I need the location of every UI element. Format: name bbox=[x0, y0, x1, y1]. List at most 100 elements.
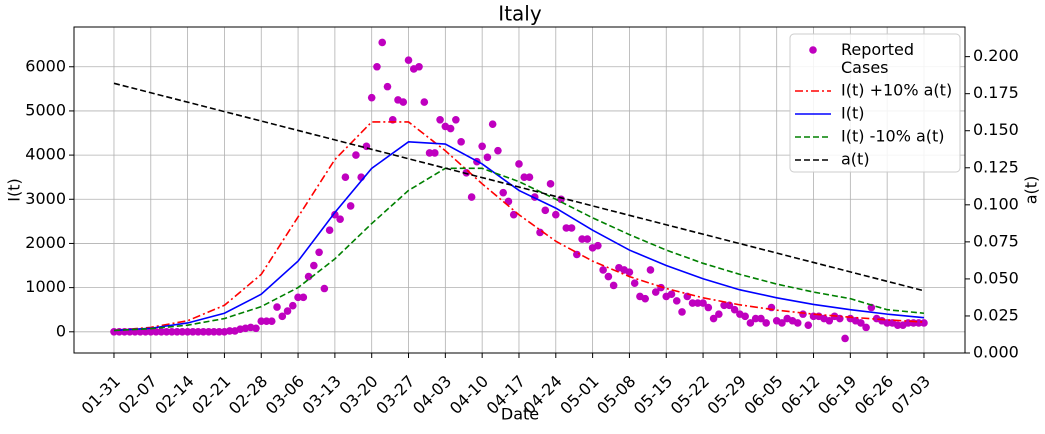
y2-tick-label: 0.175 bbox=[973, 83, 1019, 102]
data-point bbox=[562, 224, 571, 232]
data-point bbox=[625, 268, 634, 276]
data-point bbox=[157, 327, 166, 336]
data-point bbox=[604, 272, 613, 281]
data-point bbox=[383, 82, 392, 91]
legend-marker bbox=[809, 46, 817, 54]
data-point bbox=[641, 294, 650, 303]
data-point bbox=[467, 193, 476, 201]
data-point bbox=[262, 317, 271, 325]
data-point bbox=[573, 250, 581, 259]
data-point bbox=[667, 290, 676, 299]
chart-title: Italy bbox=[498, 2, 542, 26]
data-point bbox=[146, 327, 155, 336]
x-tick-label: 06-26 bbox=[851, 372, 897, 418]
y2-tick-label: 0.125 bbox=[973, 157, 1019, 176]
data-line bbox=[113, 167, 925, 332]
x-tick-label: 02-28 bbox=[225, 372, 271, 418]
x-tick-label: 03-27 bbox=[372, 372, 418, 418]
data-point bbox=[699, 299, 707, 307]
data-point bbox=[678, 308, 686, 316]
data-point bbox=[436, 115, 444, 124]
data-point bbox=[599, 266, 607, 274]
data-point bbox=[320, 284, 329, 293]
data-point bbox=[267, 317, 276, 325]
y2-tick-label: 0.000 bbox=[973, 343, 1019, 362]
x-tick-label: 06-05 bbox=[740, 372, 786, 418]
data-point bbox=[252, 324, 260, 333]
data-point bbox=[715, 310, 723, 318]
x-tick-label: 06-12 bbox=[777, 372, 823, 418]
data-point bbox=[494, 146, 502, 155]
y-tick-label: 0 bbox=[56, 321, 66, 340]
data-point bbox=[162, 327, 171, 336]
data-point bbox=[525, 173, 534, 181]
data-point bbox=[594, 241, 602, 250]
x-tick-label: 02-07 bbox=[114, 372, 160, 418]
data-point bbox=[325, 226, 334, 234]
data-point bbox=[183, 327, 192, 336]
data-line bbox=[113, 82, 925, 292]
x-tick-label: 05-22 bbox=[667, 372, 713, 418]
data-point bbox=[331, 210, 339, 219]
data-point bbox=[725, 301, 734, 310]
x-tick-label: 03-13 bbox=[299, 372, 345, 418]
x-tick-label: 07-03 bbox=[888, 372, 934, 418]
x-tick-label: 04-24 bbox=[519, 372, 565, 418]
data-point bbox=[215, 327, 223, 336]
y-axis-label: I(t) bbox=[5, 178, 24, 201]
data-point bbox=[520, 173, 529, 181]
data-point bbox=[804, 321, 813, 329]
data-point bbox=[310, 261, 318, 270]
data-point bbox=[730, 305, 739, 314]
data-point bbox=[883, 319, 891, 327]
x-tick-label: 03-20 bbox=[335, 372, 381, 418]
data-point bbox=[352, 151, 360, 159]
data-point bbox=[646, 266, 655, 274]
data-point bbox=[551, 210, 560, 219]
data-point bbox=[825, 316, 834, 325]
data-point bbox=[283, 307, 292, 315]
y2-tick-label: 0.075 bbox=[973, 231, 1019, 250]
data-point bbox=[173, 327, 181, 336]
data-point bbox=[867, 303, 876, 312]
x-tick-label: 05-15 bbox=[630, 372, 676, 418]
data-point bbox=[746, 319, 755, 327]
data-point bbox=[346, 202, 355, 210]
x-tick-label: 02-14 bbox=[151, 372, 197, 418]
data-point bbox=[152, 327, 160, 336]
data-point bbox=[688, 299, 697, 307]
data-point bbox=[893, 321, 902, 329]
data-point bbox=[341, 173, 350, 181]
data-point bbox=[304, 272, 313, 281]
data-point bbox=[741, 312, 749, 321]
y2-tick-label: 0.150 bbox=[973, 120, 1019, 139]
data-point bbox=[541, 206, 550, 215]
data-point bbox=[367, 93, 376, 102]
data-point bbox=[762, 319, 770, 327]
legend-label: I(t) -10% a(t) bbox=[841, 127, 945, 146]
data-point bbox=[630, 279, 639, 288]
data-point bbox=[141, 327, 150, 336]
y2-tick-label: 0.100 bbox=[973, 194, 1019, 213]
x-tick-label: 04-03 bbox=[409, 372, 455, 418]
data-point bbox=[194, 327, 202, 336]
x-tick-label: 06-19 bbox=[814, 372, 860, 418]
data-line bbox=[113, 141, 925, 332]
data-point bbox=[478, 142, 486, 151]
data-point bbox=[204, 327, 213, 336]
data-point bbox=[583, 235, 592, 243]
legend-label: a(t) bbox=[841, 150, 870, 169]
data-point bbox=[199, 327, 208, 336]
data-point bbox=[546, 180, 555, 188]
data-point bbox=[751, 314, 760, 323]
data-line bbox=[113, 121, 925, 332]
data-point bbox=[299, 293, 308, 302]
data-point bbox=[399, 98, 408, 106]
y2-axis-label: a(t) bbox=[1022, 176, 1041, 205]
data-point bbox=[694, 299, 702, 307]
data-point bbox=[457, 138, 465, 146]
data-point bbox=[278, 312, 287, 321]
x-tick-label: 05-08 bbox=[593, 372, 639, 418]
data-point bbox=[778, 319, 786, 327]
data-point bbox=[609, 281, 618, 290]
